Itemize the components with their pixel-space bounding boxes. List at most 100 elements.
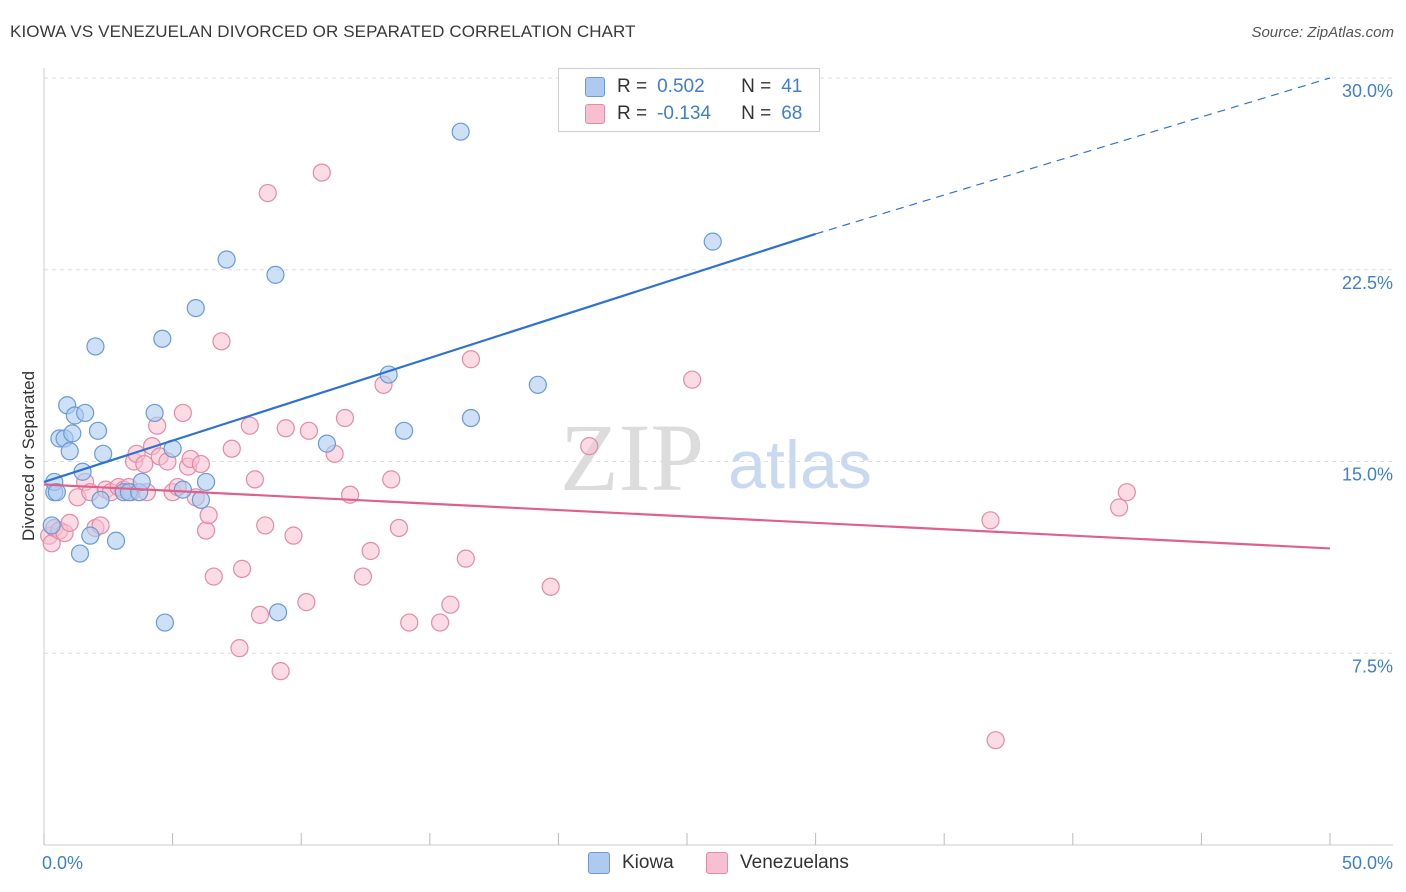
kiowa-point: [42, 516, 61, 535]
y-tick-label: 15.0%: [1342, 465, 1393, 485]
watermark: ZIP atlas: [560, 404, 872, 511]
kiowa-point: [317, 434, 337, 453]
kiowa-point: [451, 122, 470, 141]
kiowa-point: [145, 403, 164, 423]
x-tick-label: 50.0%: [1342, 853, 1393, 873]
watermark-atlas: atlas: [728, 427, 872, 503]
kiowa-point: [191, 490, 210, 509]
kiowa-point: [76, 403, 95, 423]
venezuelans-point: [212, 332, 231, 351]
kiowa-point: [196, 472, 216, 492]
venezuelans-point: [250, 605, 270, 625]
legend-row-venezuelans: R = -0.134 N = 68: [585, 102, 802, 126]
venezuelans-point: [256, 516, 275, 535]
kiowa-point: [268, 603, 288, 622]
kiowa-point: [217, 250, 236, 269]
venezuelans-point: [191, 454, 210, 474]
venezuelans-point: [441, 595, 460, 614]
kiowa-point: [70, 544, 90, 563]
venezuelans-point: [232, 559, 252, 578]
venezuelans-point: [1117, 483, 1136, 502]
venezuelans-point: [284, 526, 303, 545]
y-tick-label: 22.5%: [1342, 273, 1393, 293]
venezuelans-point: [456, 549, 475, 568]
venezuelans-point: [297, 593, 316, 612]
axes: [43, 68, 1393, 846]
venezuelans-point: [258, 183, 277, 203]
legend-r-label: R =: [617, 103, 648, 124]
kiowa-point: [132, 472, 151, 492]
kiowa-point: [88, 421, 108, 440]
kiowa-trend-line: [43, 232, 816, 484]
venezuelans-point: [230, 639, 249, 658]
venezuelans-point: [173, 403, 192, 423]
venezuelans-point: [276, 419, 295, 438]
y-tick-label: 30.0%: [1342, 81, 1393, 101]
kiowa-point: [528, 375, 547, 394]
kiowa-point: [106, 531, 126, 550]
kiowa-point: [173, 480, 192, 499]
venezuelans-point: [335, 408, 355, 428]
bottom-legend-label-kiowa: Kiowa: [622, 852, 674, 873]
kiowa-point: [155, 613, 174, 632]
venezuelans-point: [196, 521, 216, 540]
venezuelans-point: [389, 518, 409, 538]
series-venezuelans: [40, 163, 1136, 750]
chart-source: Source: ZipAtlas.com: [1251, 24, 1394, 41]
kiowa-point: [94, 444, 113, 463]
venezuelans-point: [245, 470, 265, 489]
venezuelans-point: [981, 511, 1000, 530]
venezuelans-point: [361, 541, 380, 561]
venezuelans-point: [222, 439, 241, 458]
bottom-legend-swatch-kiowa: [588, 852, 610, 874]
kiowa-point: [47, 483, 66, 502]
venezuelans-point: [199, 506, 218, 525]
legend-n-value: 41: [781, 76, 803, 97]
venezuelans-point: [353, 567, 373, 586]
series-kiowa: [42, 122, 722, 632]
venezuelans-point: [312, 163, 331, 182]
kiowa-point: [703, 232, 722, 251]
kiowa-point: [153, 329, 172, 348]
kiowa-point: [461, 408, 481, 428]
legend-n-label: N =: [741, 76, 772, 97]
kiowa-point: [91, 490, 110, 509]
kiowa-point: [86, 337, 105, 356]
legend-row-kiowa: R = 0.502 N = 41: [585, 75, 802, 99]
legend-n-label: N =: [741, 103, 772, 124]
venezuelans-trend-line: [43, 483, 1331, 550]
bottom-legend-label-venezuelans: Venezuelans: [740, 852, 849, 873]
y-axis-label: Divorced or Separated: [19, 371, 38, 541]
venezuelans-point: [400, 613, 419, 632]
venezuelans-point: [299, 421, 319, 440]
venezuelans-point: [580, 437, 599, 456]
legend-swatch-venezuelans: [585, 104, 605, 124]
venezuelans-point: [382, 470, 401, 489]
venezuelans-point: [1109, 498, 1129, 517]
venezuelans-point: [60, 513, 79, 532]
legend-n-value: 68: [781, 103, 803, 124]
kiowa-trend-extension: [815, 77, 1331, 235]
legend-r-label: R =: [617, 76, 648, 97]
kiowa-point: [60, 442, 79, 461]
kiowa-point: [186, 299, 205, 318]
bottom-legend-swatch-venezuelans: [706, 852, 728, 874]
bottom-legend-venezuelans: Venezuelans: [706, 852, 849, 874]
legend: R = 0.502 N = 41 R = -0.134 N = 68: [558, 68, 820, 132]
venezuelans-point: [683, 370, 702, 389]
x-tick-label: 0.0%: [42, 853, 83, 873]
legend-swatch-kiowa: [585, 77, 605, 97]
legend-r-value: -0.134: [657, 103, 711, 124]
kiowa-point: [81, 526, 100, 545]
tick-labels: 7.5% 15.0% 22.5% 30.0% 0.0% 50.0%: [42, 81, 1393, 873]
venezuelans-point: [204, 567, 223, 586]
y-tick-label: 7.5%: [1352, 656, 1393, 676]
kiowa-point: [266, 265, 285, 284]
watermark-zip: ZIP: [560, 404, 704, 511]
venezuelans-point: [135, 454, 154, 474]
bottom-legend-kiowa: Kiowa: [588, 852, 674, 874]
chart-title: KIOWA VS VENEZUELAN DIVORCED OR SEPARATE…: [10, 22, 636, 41]
venezuelans-point: [541, 577, 560, 596]
venezuelans-point: [430, 613, 450, 632]
